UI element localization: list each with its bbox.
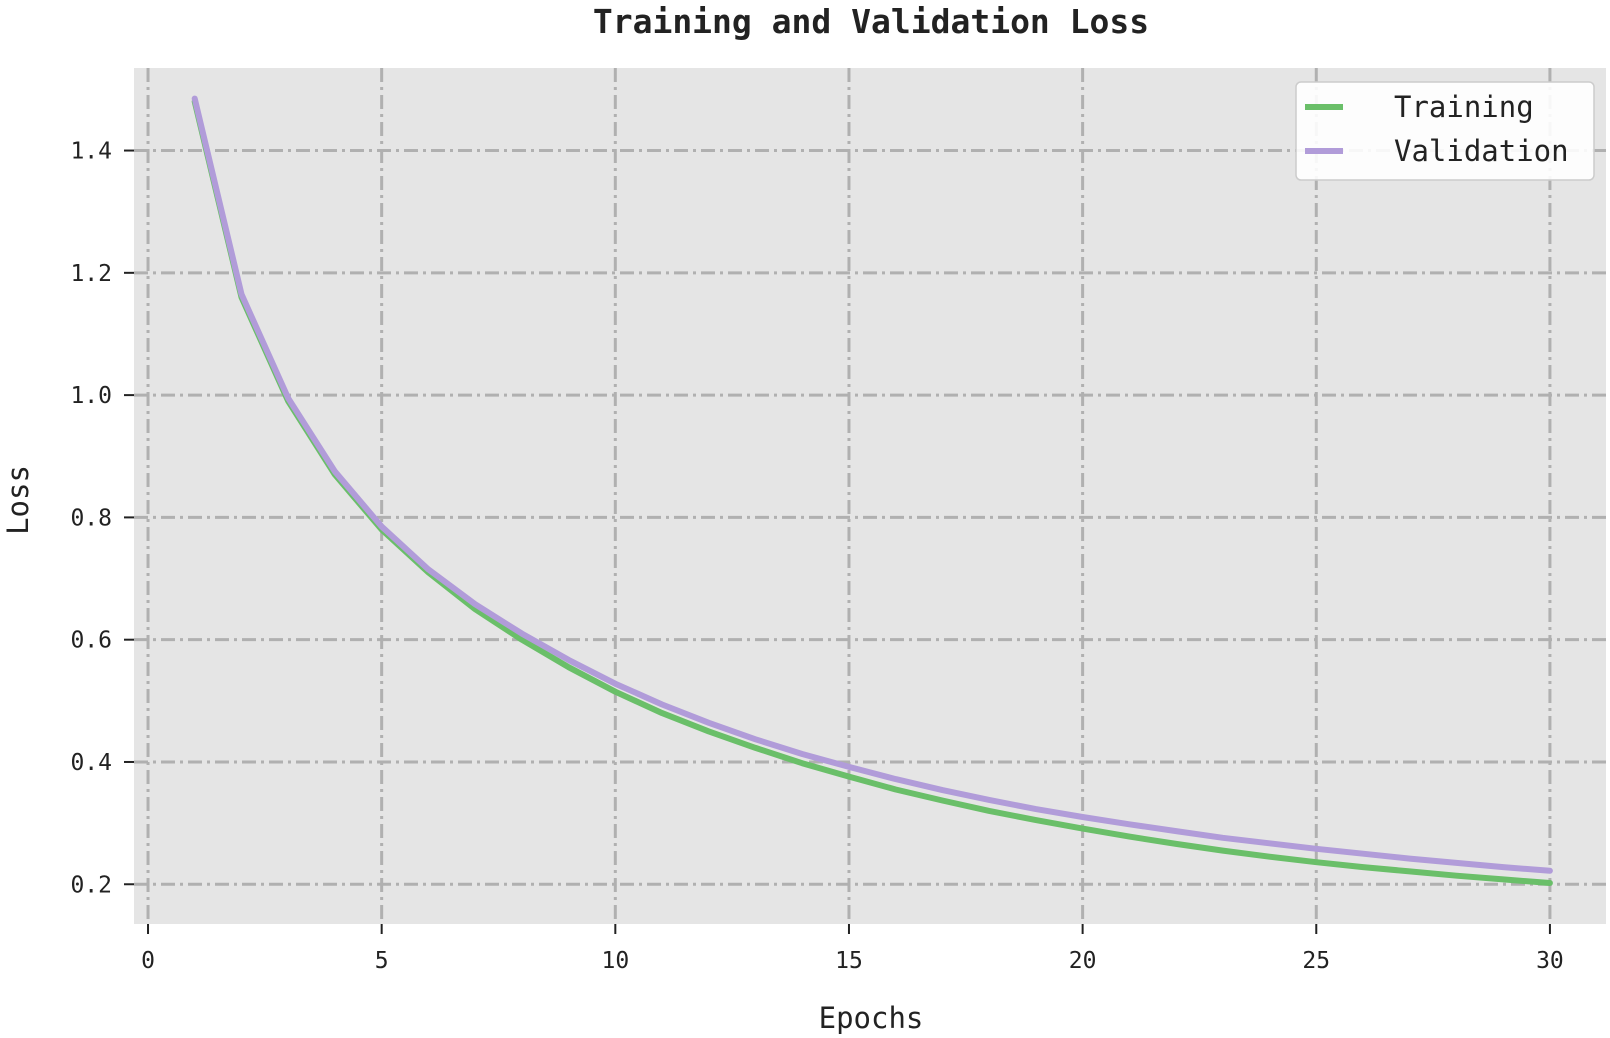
y-tick-label: 0.4 [70,750,112,776]
x-tick-label: 15 [835,948,863,974]
y-tick-label: 0.2 [70,872,112,898]
legend-label-training: Training [1394,90,1534,124]
chart-title: Training and Validation Loss [593,2,1149,41]
x-tick-label: 30 [1536,948,1564,974]
axes: 0 5 10 15 20 25 30 0.2 0.4 0.6 0.8 1.0 1.2 1.4 [70,139,1563,974]
y-tick-label: 0.6 [70,628,112,654]
legend: Training Validation [1295,81,1595,181]
x-tick-label: 20 [1069,948,1097,974]
x-axis-label: Epochs [819,1001,924,1035]
grid-lines [134,68,1606,924]
series-lines [191,95,1553,886]
y-tick-label: 0.8 [70,505,112,531]
y-axis-label: Loss [1,465,35,535]
x-tick-label: 10 [601,948,629,974]
series-line-validation [191,95,1553,874]
y-tick-label: 1.0 [70,383,112,409]
x-tick-label: 5 [375,948,389,974]
y-tick-label: 1.2 [70,261,112,287]
x-tick-label: 0 [141,948,155,974]
legend-label-validation: Validation [1394,134,1569,168]
y-tick-label: 1.4 [70,139,112,165]
x-tick-label: 25 [1302,948,1330,974]
legend-box [1295,81,1595,181]
